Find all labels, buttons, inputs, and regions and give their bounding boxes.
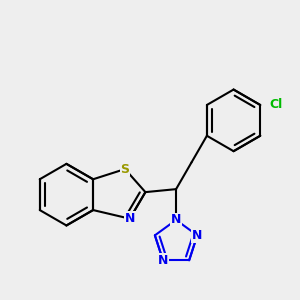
Text: N: N <box>124 212 135 225</box>
Text: N: N <box>158 254 168 267</box>
Text: N: N <box>171 213 181 226</box>
Text: S: S <box>121 163 130 176</box>
Text: Cl: Cl <box>269 98 282 112</box>
Text: N: N <box>192 229 202 242</box>
